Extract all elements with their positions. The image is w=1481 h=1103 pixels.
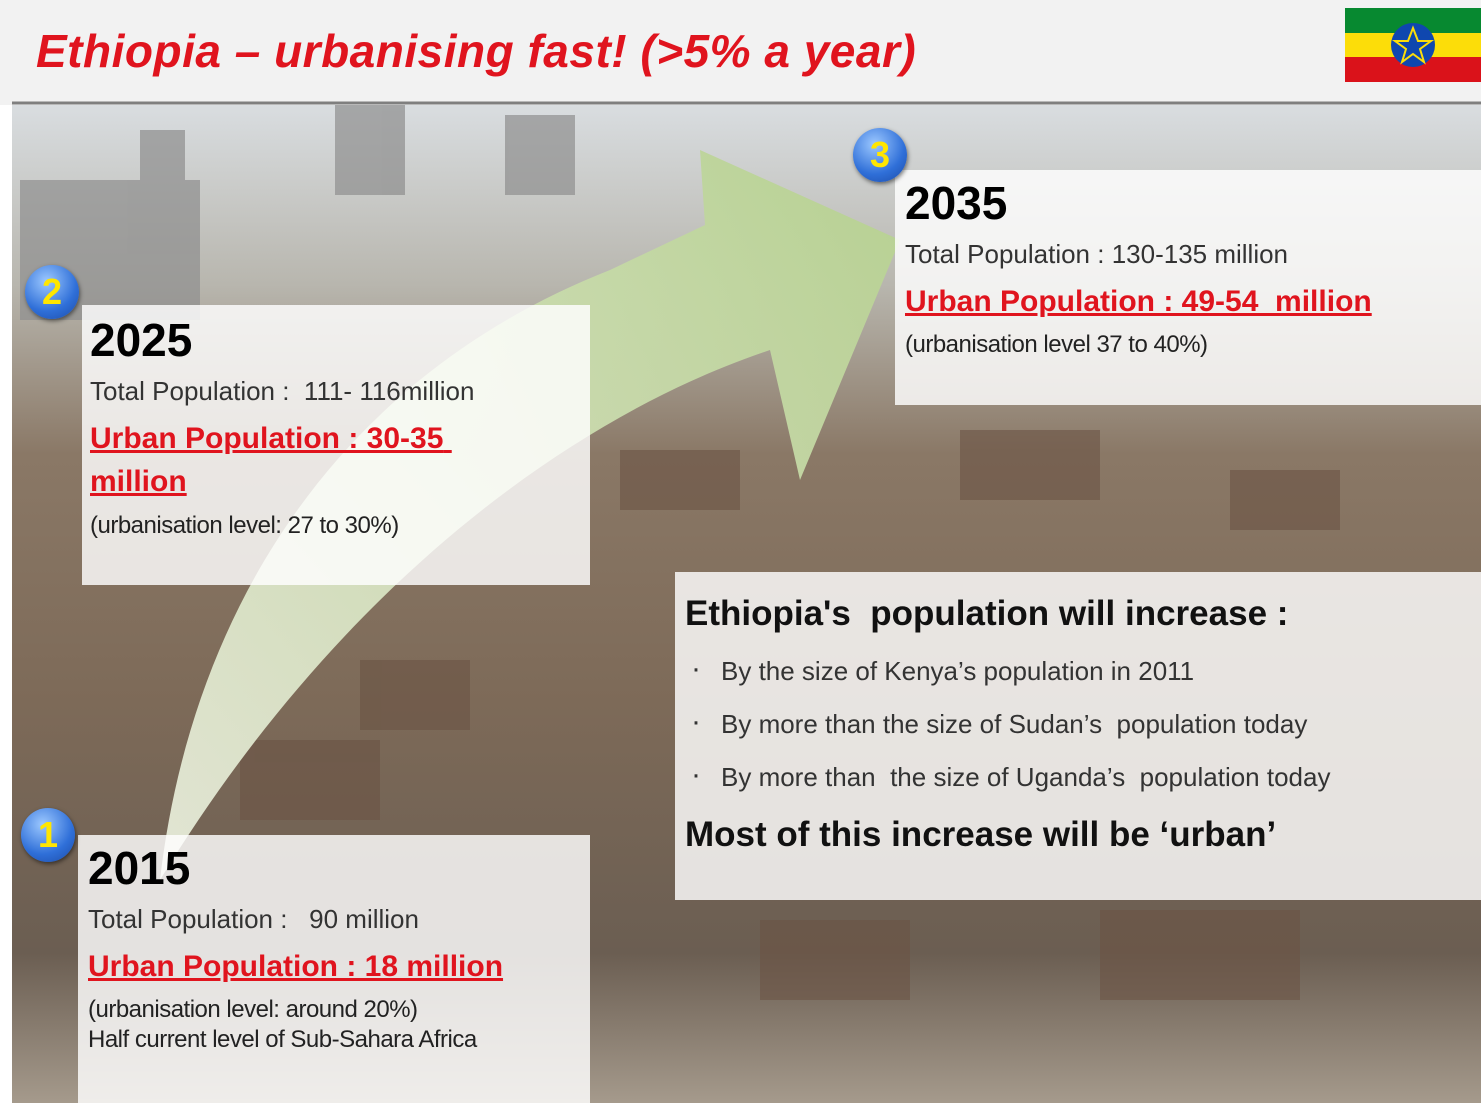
total-population: Total Population : 130-135 million [905,239,1481,270]
note: (urbanisation level: around 20%) [88,996,590,1024]
step-badge: 1 [21,808,75,862]
year: 2025 [90,315,590,366]
summary-heading: Ethiopia's population will increase : [685,594,1481,634]
note: (urbanisation level 37 to 40%) [905,331,1481,359]
slide-title: Ethiopia – urbanising fast! (>5% a year) [36,24,916,78]
note: (urbanisation level: 27 to 30%) [90,512,590,540]
step-badge: 3 [853,128,907,182]
page: Ethiopia urbanising {"header": {"title":… [0,0,1481,1103]
year: 2015 [88,843,590,894]
flag [1345,8,1481,82]
summary-bullet: By more than the size of Uganda’s popula… [685,762,1481,793]
urban-population: Urban Population : 30-35 million [90,417,510,504]
total-population: Total Population : 111- 116million [90,376,590,407]
step-badge: 2 [25,265,79,319]
summary-card: Ethiopia's population will increase : By… [675,572,1481,900]
urban-population: Urban Population : 18 million [88,945,590,989]
milestone-card: 2035 Total Population : 130-135 million … [895,170,1481,405]
slide: Ethiopia – urbanising fast! (>5% a year)… [0,0,1481,1103]
milestone-card: 2015 Total Population : 90 million Urban… [78,835,590,1103]
summary-conclusion: Most of this increase will be ‘urban’ [685,815,1481,855]
urban-population: Urban Population : 49-54 million [905,280,1481,324]
summary-bullet: By the size of Kenya’s population in 201… [685,656,1481,687]
milestone-card: 2025 Total Population : 111- 116million … [82,305,590,585]
year: 2035 [905,178,1481,229]
total-population: Total Population : 90 million [88,904,590,935]
summary-bullet: By more than the size of Sudan’s populat… [685,709,1481,740]
note: Half current level of Sub-Sahara Africa [88,1026,590,1054]
